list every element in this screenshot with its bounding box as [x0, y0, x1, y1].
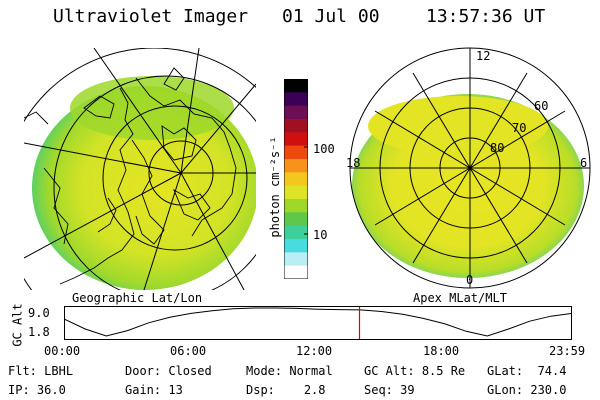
gc-alt-info: GC Alt: 8.5 Re	[364, 364, 466, 378]
apex-grid	[349, 47, 591, 289]
geo-map-caption: Geographic Lat/Lon	[72, 291, 203, 305]
seq-info: Seq: 39	[364, 383, 415, 397]
glon-info: GLon: 230.0	[487, 383, 567, 397]
mode-value: Normal	[289, 364, 333, 378]
colorbar-cell	[284, 145, 308, 160]
colorbar-cell	[284, 79, 308, 93]
gain-value: 13	[168, 383, 183, 397]
colorbar-cell	[284, 132, 308, 147]
altitude-plot	[64, 306, 572, 340]
apex-emission-cap	[368, 96, 548, 156]
colorbar-cell	[284, 225, 308, 240]
seq-value: 39	[400, 383, 415, 397]
colorbar-unit: photon cm⁻²s⁻¹	[268, 136, 282, 238]
ip-info: IP: 36.0	[8, 383, 66, 397]
apex-map-caption: Apex MLat/MLT	[413, 291, 507, 305]
colorbar-tick-100: 100	[313, 142, 335, 156]
mlt-label-12: 12	[476, 49, 490, 63]
mlt-label-6: 6	[580, 156, 587, 170]
mlat-label-70: 70	[512, 121, 526, 135]
colorbar-cell	[284, 212, 308, 227]
colorbar-cell	[284, 119, 308, 133]
glon-value: 230.0	[530, 383, 567, 397]
xtick-0600: 06:00	[170, 344, 207, 358]
apex-polar-map: 12 0 18 6 60 70 80	[346, 47, 591, 289]
dsp-value: 2.8	[303, 383, 326, 397]
altitude-ytick-1.8: 1.8	[28, 325, 50, 339]
xtick-2359: 23:59	[549, 344, 586, 358]
colorbar-cell	[284, 172, 308, 187]
xtick-1200: 12:00	[296, 344, 333, 358]
colorbar-cell	[284, 265, 308, 279]
geo-emission-top	[70, 76, 234, 140]
colorbar-cell	[284, 252, 308, 267]
glat-info: GLat: 74.4	[487, 364, 567, 378]
mode-info: Mode: Normal	[246, 364, 333, 378]
date-label: 01 Jul 00	[282, 6, 380, 27]
colorbar-cell	[284, 239, 308, 253]
geo-emission	[32, 86, 256, 290]
colorbar-cell	[284, 185, 308, 200]
colorbar-cell	[284, 199, 308, 213]
color-scale-bar	[284, 79, 308, 279]
filter-value: LBHL	[44, 364, 74, 378]
coastlines	[24, 67, 237, 285]
dsp-info: Dsp: 2.8	[246, 383, 326, 397]
time-label: 13:57:36 UT	[426, 6, 546, 27]
colorbar-cell	[284, 105, 308, 120]
geographic-map	[24, 48, 256, 290]
ip-value: 36.0	[36, 383, 66, 397]
mlat-label-60: 60	[534, 99, 548, 113]
colorbar-cell	[284, 159, 308, 173]
door-info: Door: Closed	[125, 364, 212, 378]
xtick-0000: 00:00	[44, 344, 81, 358]
altitude-curve	[64, 307, 572, 337]
instrument-title: Ultraviolet Imager	[53, 6, 249, 27]
gain-info: Gain: 13	[125, 383, 183, 397]
filter-info: Flt: LBHL	[8, 364, 74, 378]
door-value: Closed	[168, 364, 212, 378]
xtick-1800: 18:00	[423, 344, 460, 358]
mlt-label-0: 0	[466, 273, 473, 287]
altitude-ylabel: GC Alt	[10, 303, 25, 347]
colorbar-cell	[284, 92, 308, 107]
altitude-ytick-9: 9.0	[28, 306, 50, 320]
mlat-label-80: 80	[490, 141, 504, 155]
gc-alt-value: 8.5 Re	[421, 364, 466, 378]
colorbar-tick-10: 10	[313, 228, 328, 242]
glat-value: 74.4	[537, 364, 567, 378]
mlt-label-18: 18	[346, 156, 360, 170]
